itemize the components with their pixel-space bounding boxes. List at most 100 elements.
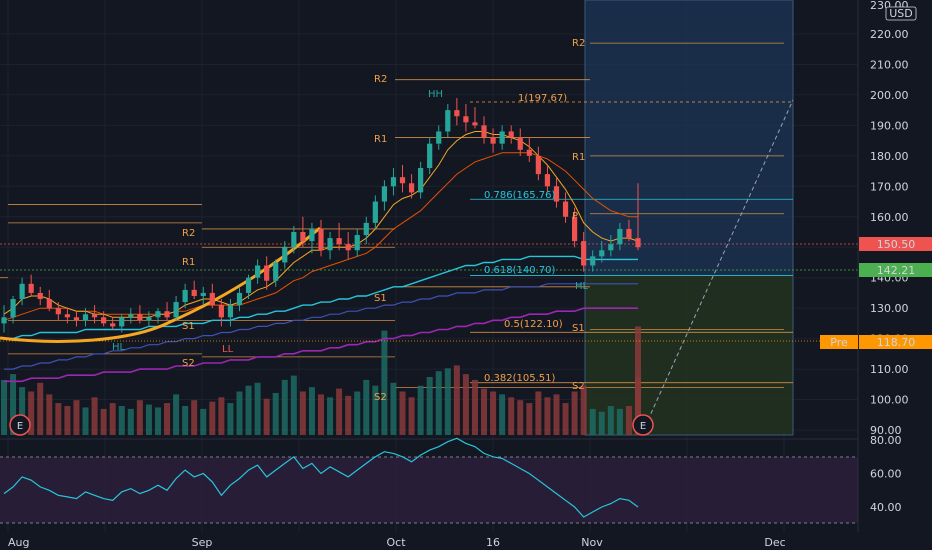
pivot-label-r2: R2 <box>374 74 387 85</box>
candle-body <box>408 183 415 193</box>
candle-body <box>173 302 179 318</box>
candle-body <box>46 299 52 309</box>
rsi-tick-label: 60.00 <box>870 468 902 481</box>
candle-body <box>318 228 324 251</box>
candle-body <box>291 232 297 248</box>
candle-body <box>28 283 34 293</box>
candle-body <box>119 317 125 327</box>
candle-body <box>264 265 270 281</box>
candle-body <box>128 314 134 318</box>
price-tick-label: 190.00 <box>870 119 909 132</box>
structure-label-hl-2: HL <box>575 281 589 292</box>
volume-bar <box>553 394 560 435</box>
volume-bar <box>281 379 288 435</box>
candle-body <box>19 283 25 300</box>
candle-body <box>37 292 43 300</box>
volume-bar <box>363 379 370 435</box>
volume-bar <box>517 400 524 435</box>
candle-body <box>608 244 614 251</box>
time-label-sep: Sep <box>192 536 213 549</box>
event-marker-right-text: E <box>640 421 646 432</box>
candle-body <box>300 232 306 242</box>
volume-bar <box>200 408 207 435</box>
rsi-tick-label: 80.00 <box>870 434 902 447</box>
currency-badge[interactable]: USD <box>885 6 917 21</box>
volume-bar <box>227 403 234 435</box>
volume-bar <box>381 330 388 435</box>
pivot-label-s1-oct: S1 <box>374 293 387 304</box>
volume-bars <box>1 326 641 435</box>
candle-body <box>499 131 505 144</box>
candle-body <box>182 289 188 303</box>
candle-body <box>218 305 224 318</box>
volume-bar <box>91 397 98 435</box>
candle-body <box>164 311 170 318</box>
volume-bar <box>372 385 379 435</box>
event-marker-right[interactable]: E <box>632 414 654 436</box>
volume-bar <box>82 407 89 435</box>
price-tick-label: 100.00 <box>870 394 909 407</box>
volume-bar <box>272 392 279 435</box>
event-marker-left[interactable]: E <box>9 414 31 436</box>
volume-bar <box>28 391 35 435</box>
volume-bar <box>453 365 460 435</box>
volume-bar <box>490 391 497 435</box>
price-tick-label: 160.00 <box>870 211 909 224</box>
rsi-band <box>0 457 858 523</box>
volume-bar <box>55 403 62 435</box>
candle-body <box>245 277 252 293</box>
volume-bar <box>254 382 261 435</box>
volume-bar <box>417 385 424 435</box>
candle-body <box>463 116 469 123</box>
volume-bar <box>635 326 641 435</box>
price-tick-label: 90.00 <box>870 424 902 437</box>
candle-body <box>517 137 523 150</box>
candle-body <box>381 186 387 202</box>
candle-body <box>110 323 116 327</box>
volume-bar <box>544 397 551 435</box>
volume-bar <box>336 388 343 435</box>
time-axis-area[interactable] <box>0 532 932 550</box>
volume-bar <box>481 388 488 435</box>
volume-bar <box>236 391 243 435</box>
candle-body <box>236 292 243 306</box>
volume-bar <box>263 398 270 435</box>
projection-box-upper <box>585 0 793 275</box>
volume-bar <box>390 382 397 435</box>
price-tick-label: 200.00 <box>870 89 909 102</box>
volume-bar <box>354 391 361 435</box>
candle-body <box>155 311 161 318</box>
current-price-tag: 150.50 <box>859 237 932 251</box>
price-tick-label: 130.00 <box>870 302 909 315</box>
candle-body <box>399 177 406 184</box>
volume-bar <box>191 400 198 435</box>
volume-bar <box>308 387 315 435</box>
rsi-tick-label: 40.00 <box>870 501 902 514</box>
candle-body <box>481 125 487 138</box>
pivot-label-r1-sep: R1 <box>182 257 195 268</box>
time-label-oct: Oct <box>386 536 406 549</box>
candle-body <box>418 168 424 193</box>
candle-body <box>626 228 632 239</box>
pivot-label-s2-sep: S2 <box>182 358 195 369</box>
ma-purple-line <box>4 307 638 383</box>
volume-bar <box>435 371 442 435</box>
fib-label-05: 0.5(122.10) <box>504 319 563 330</box>
volume-bar <box>154 407 161 435</box>
volume-bar <box>299 391 306 435</box>
candle-body <box>454 110 460 117</box>
current-price-value: 150.50 <box>877 238 916 251</box>
volume-bar <box>625 406 632 435</box>
volume-bar <box>499 394 506 435</box>
volume-bar <box>571 391 578 435</box>
time-axis-labels: Aug Sep Oct 16 Nov Dec <box>8 536 786 549</box>
candle-body <box>73 317 80 321</box>
premarket-value: 118.70 <box>877 336 916 349</box>
candle-body <box>55 308 61 315</box>
pivot-label-p-next: P <box>572 211 578 222</box>
pivot-label-s2-oct: S2 <box>374 392 387 403</box>
price-tick-label: 220.00 <box>870 28 909 41</box>
candle-body <box>572 216 578 242</box>
projection-box-lower <box>585 275 793 435</box>
